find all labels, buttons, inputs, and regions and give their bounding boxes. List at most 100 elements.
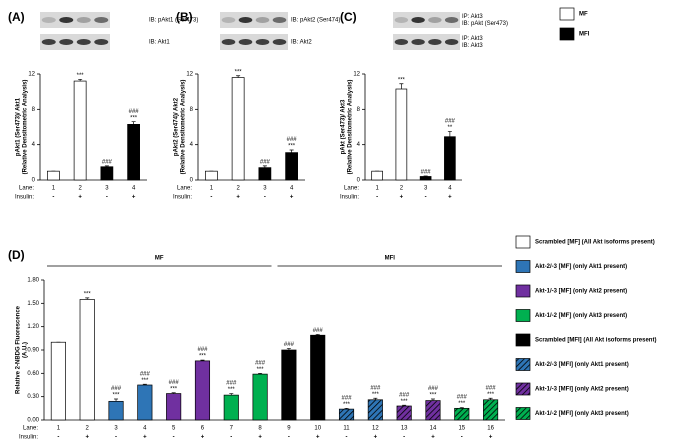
blot-image — [40, 34, 110, 50]
insulin-sign: + — [236, 195, 240, 201]
insulin-sign: + — [489, 435, 493, 441]
insulin-sign: + — [448, 195, 452, 201]
blot-label: IB: Akt3 — [462, 43, 483, 49]
significance-label: ### — [260, 159, 271, 165]
legend-label: Akt-1/-3 [MFI] (only Akt2 present) — [535, 387, 629, 393]
y-axis-label: (Relative Densitometric Analysis) — [23, 80, 29, 175]
blot-band — [272, 39, 287, 45]
significance-label: ### — [445, 118, 456, 124]
y-tick-label: 0 — [357, 178, 361, 184]
bar — [79, 299, 95, 421]
significance-label: ### — [421, 170, 432, 176]
error-bar — [258, 372, 263, 375]
x-tick-label: 1 — [52, 186, 56, 192]
blot-band — [76, 17, 91, 23]
legend-swatch — [559, 7, 575, 21]
blot-band — [444, 17, 459, 23]
significance-label: ### — [197, 347, 208, 353]
blot-band — [255, 39, 270, 45]
blot-label: IB: pAkt (Ser473) — [462, 21, 508, 27]
blot-band — [394, 39, 409, 45]
blot-band — [59, 39, 74, 45]
insulin-sign: - — [115, 435, 117, 441]
x-tick-label: 12 — [372, 426, 379, 432]
x-tick-label: 13 — [401, 426, 408, 432]
significance-label: *** — [130, 115, 138, 121]
insulin-sign: - — [264, 195, 266, 201]
significance-label: ### — [111, 386, 122, 392]
insulin-sign: - — [106, 195, 108, 201]
y-axis-label: (Relative Densitometric Analysis) — [348, 80, 354, 175]
y-tick-label: 0.90 — [27, 348, 39, 354]
bar — [108, 400, 124, 421]
significance-label: ### — [342, 395, 353, 401]
y-axis-label: pAkt1 (Ser473)/ Akt1 — [16, 97, 22, 156]
y-tick-label: 0 — [32, 178, 36, 184]
error-bar — [286, 348, 291, 350]
blot-band — [94, 39, 109, 45]
x-tick-label: 2 — [236, 186, 240, 192]
x-tick-label: 1 — [57, 426, 61, 432]
error-bar — [200, 359, 205, 361]
legend-label: Akt-1/-3 [MF] (only Akt2 present) — [535, 289, 627, 295]
blot-band — [221, 39, 236, 45]
panel-label: (B) — [176, 10, 193, 24]
lane-label: Lane: — [19, 186, 34, 192]
blot-band — [428, 39, 442, 45]
significance-label: ### — [140, 371, 151, 377]
significance-label: ### — [102, 159, 113, 165]
legend-label: Akt-1/-2 [MFI] (only Akt3 present) — [535, 411, 629, 417]
y-tick-label: 8 — [357, 107, 361, 113]
significance-label: *** — [84, 291, 92, 297]
y-tick-label: 4 — [190, 142, 194, 148]
y-tick-label: 8 — [32, 107, 36, 113]
x-tick-label: 1 — [210, 186, 214, 192]
blot-label: IB: Akt1 — [149, 40, 170, 46]
blot-band — [238, 39, 253, 45]
x-tick-label: 3 — [424, 186, 428, 192]
legend-swatch — [515, 284, 531, 298]
lane-label: Lane: — [177, 186, 192, 192]
blot-label: IB: pAkt1 (Ser473) — [149, 18, 198, 24]
y-tick-label: 1.80 — [27, 278, 39, 284]
legend-label: Scrambled [MF] (All Akt isoforms present… — [535, 240, 655, 246]
bar — [205, 170, 218, 181]
significance-label: ** — [448, 125, 453, 131]
x-tick-label: 2 — [86, 426, 90, 432]
y-axis-label: pAkt2 (Ser474)/ Akt2 — [174, 97, 180, 156]
blot-image — [393, 34, 460, 50]
lane-label: Lane: — [344, 186, 359, 192]
blot-band — [255, 17, 270, 23]
insulin-sign: - — [376, 195, 378, 201]
legend-swatch — [515, 235, 531, 249]
x-tick-label: 5 — [172, 426, 176, 432]
bar — [454, 407, 470, 421]
y-tick-label: 12 — [186, 72, 193, 78]
significance-label: *** — [398, 77, 406, 83]
error-bar — [344, 407, 349, 410]
error-bar — [236, 75, 241, 78]
y-axis-label: (A.U.) — [23, 342, 29, 358]
bar — [483, 399, 499, 421]
insulin-sign: - — [288, 435, 290, 441]
insulin-sign: + — [290, 195, 294, 201]
bar — [100, 166, 114, 181]
insulin-label: Insulin: — [15, 195, 34, 201]
insulin-label: Insulin: — [19, 435, 38, 441]
insulin-sign: - — [210, 195, 212, 201]
error-bar — [289, 149, 294, 153]
blot-band — [41, 17, 56, 23]
bar — [395, 88, 408, 181]
blot-band — [444, 39, 459, 45]
group-label: MFI — [385, 256, 396, 262]
bar — [47, 170, 60, 181]
significance-label: *** — [141, 378, 149, 384]
bar — [310, 334, 326, 421]
error-bar — [171, 392, 176, 394]
blot-image — [393, 12, 460, 28]
error-bar — [262, 165, 267, 168]
significance-label: *** — [343, 402, 351, 408]
significance-label: *** — [235, 69, 243, 75]
blot-label: IB: Akt2 — [291, 40, 312, 46]
